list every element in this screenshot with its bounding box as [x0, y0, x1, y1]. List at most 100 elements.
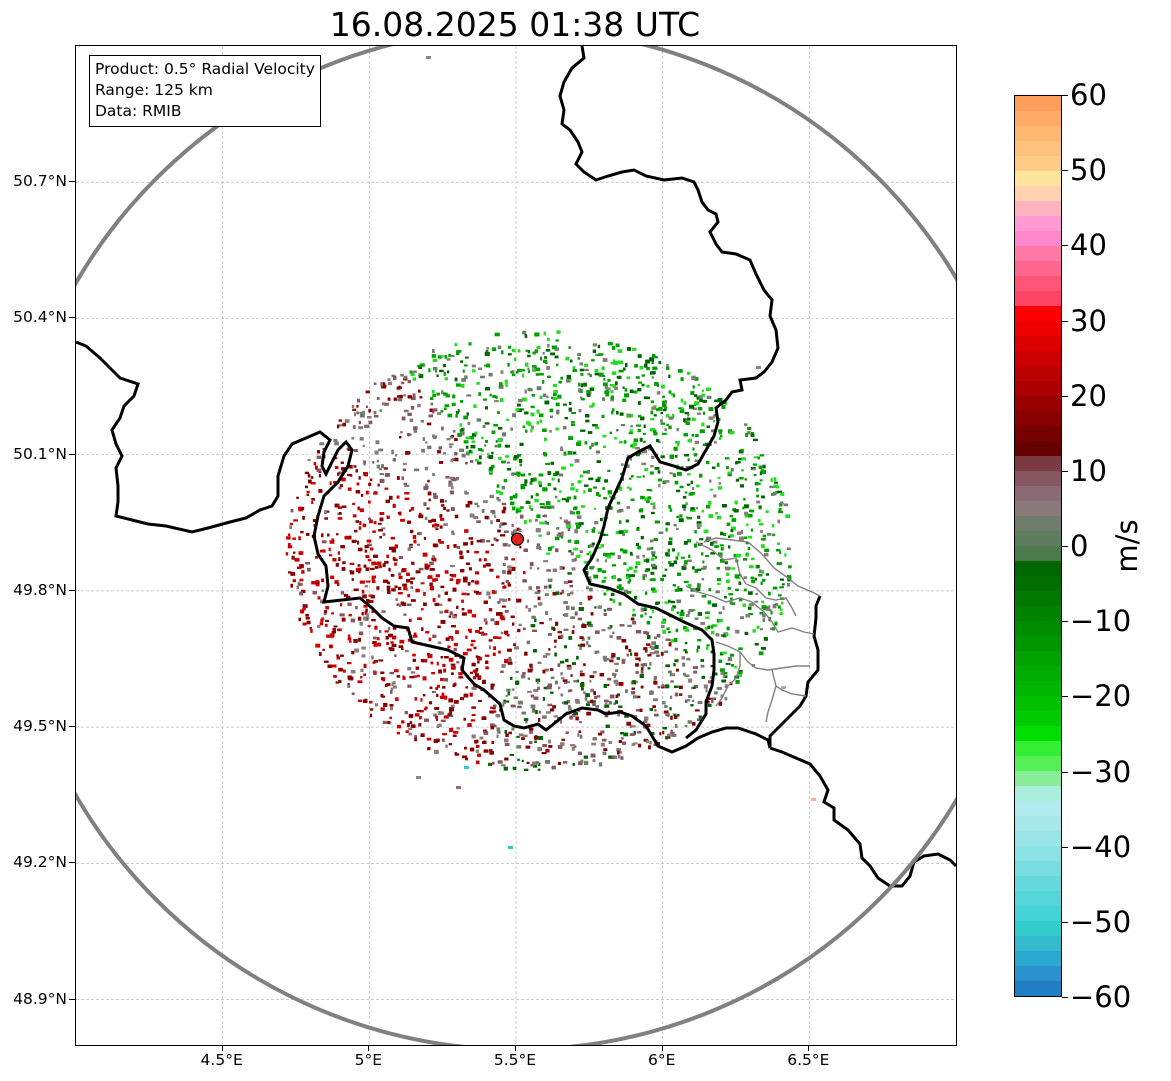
echo-pixel	[586, 586, 589, 590]
echo-pixel	[594, 606, 597, 609]
echo-pixel	[560, 693, 564, 697]
echo-pixel	[368, 482, 372, 486]
echo-pixel	[602, 655, 608, 660]
echo-pixel	[462, 652, 468, 656]
echo-pixel	[371, 561, 376, 566]
echo-pixel	[624, 388, 628, 392]
echo-pixel	[779, 578, 784, 581]
echo-pixel	[759, 507, 762, 510]
echo-pixel	[677, 471, 682, 476]
echo-pixel	[488, 645, 491, 650]
echo-pixel	[683, 433, 688, 437]
echo-pixel	[643, 647, 648, 651]
echo-pixel	[544, 356, 548, 359]
echo-pixel	[586, 390, 591, 394]
echo-pixel	[542, 655, 547, 658]
echo-pixel	[694, 394, 698, 397]
echo-pixel	[379, 512, 385, 515]
echo-pixel	[337, 551, 340, 555]
echo-pixel	[361, 589, 365, 594]
echo-pixel	[646, 558, 650, 563]
echo-pixel	[347, 662, 352, 665]
echo-pixel	[643, 424, 646, 428]
echo-pixel	[701, 578, 705, 581]
echo-pixel	[396, 675, 401, 678]
echo-pixel	[511, 558, 515, 561]
echo-pixel	[403, 482, 407, 485]
echo-pixel	[501, 582, 505, 585]
echo-pixel	[534, 740, 537, 743]
echo-pixel	[778, 508, 782, 512]
echo-pixel	[754, 642, 759, 646]
echo-pixel	[418, 389, 421, 393]
echo-pixel	[443, 715, 449, 719]
echo-pixel	[643, 720, 648, 723]
echo-pixel	[574, 611, 578, 616]
echo-pixel	[669, 672, 672, 677]
echo-pixel	[373, 521, 377, 525]
echo-pixel	[428, 519, 432, 523]
echo-pixel	[589, 675, 595, 678]
echo-pixel	[611, 653, 616, 658]
echo-pixel	[324, 510, 327, 515]
echo-pixel	[513, 643, 516, 647]
echo-pixel	[622, 532, 625, 536]
echo-pixel	[691, 417, 696, 422]
echo-pixel	[662, 727, 667, 730]
echo-pixel	[530, 428, 533, 433]
echo-pixel	[592, 349, 597, 353]
echo-pixel	[428, 414, 433, 418]
echo-pixel	[443, 392, 448, 396]
echo-pixel	[490, 520, 493, 525]
echo-pixel	[476, 539, 482, 543]
echo-pixel	[406, 587, 409, 591]
echo-pixel	[397, 586, 402, 591]
echo-pixel	[353, 588, 359, 591]
echo-pixel	[638, 401, 641, 405]
echo-pixel	[340, 654, 344, 657]
echo-pixel	[493, 423, 499, 427]
echo-pixel	[635, 663, 639, 667]
echo-pixel	[436, 392, 440, 396]
echo-pixel	[720, 694, 723, 698]
echo-pixel	[629, 487, 632, 491]
echo-pixel	[433, 492, 437, 496]
echo-pixel	[436, 374, 439, 378]
radar-map[interactable]	[75, 45, 957, 1046]
echo-pixel	[321, 589, 325, 592]
echo-pixel	[448, 714, 454, 717]
echo-pixel	[573, 495, 577, 500]
echo-pixel	[770, 627, 773, 630]
echo-pixel	[450, 704, 455, 709]
echo-pixel	[498, 650, 501, 654]
echo-pixel	[502, 522, 507, 525]
echo-pixel	[417, 364, 422, 368]
echo-pixel	[595, 426, 600, 430]
echo-pixel	[706, 644, 710, 647]
echo-pixel	[684, 560, 688, 565]
echo-pixel	[770, 610, 773, 615]
echo-pixel	[350, 670, 356, 674]
echo-pixel	[654, 645, 659, 649]
echo-pixel	[561, 498, 567, 501]
echo-pixel	[610, 592, 615, 596]
echo-pixel	[718, 552, 723, 555]
echo-pixel	[566, 374, 571, 379]
echo-pixel	[563, 451, 567, 456]
echo-pixel	[485, 406, 488, 410]
echo-pixel	[539, 622, 544, 625]
echo-pixel	[580, 396, 583, 399]
echo-pixel	[628, 431, 633, 435]
echo-pixel	[495, 440, 498, 443]
echo-pixel	[650, 547, 654, 550]
echo-pixel	[329, 644, 333, 649]
echo-pixel	[705, 555, 709, 558]
echo-pixel	[434, 526, 438, 529]
echo-pixel	[664, 428, 667, 432]
echo-pixel	[720, 532, 725, 536]
echo-pixel	[683, 507, 686, 511]
echo-pixel	[762, 613, 766, 618]
echo-pixel	[372, 530, 376, 533]
echo-pixel	[578, 382, 581, 387]
echo-pixel	[402, 583, 407, 587]
